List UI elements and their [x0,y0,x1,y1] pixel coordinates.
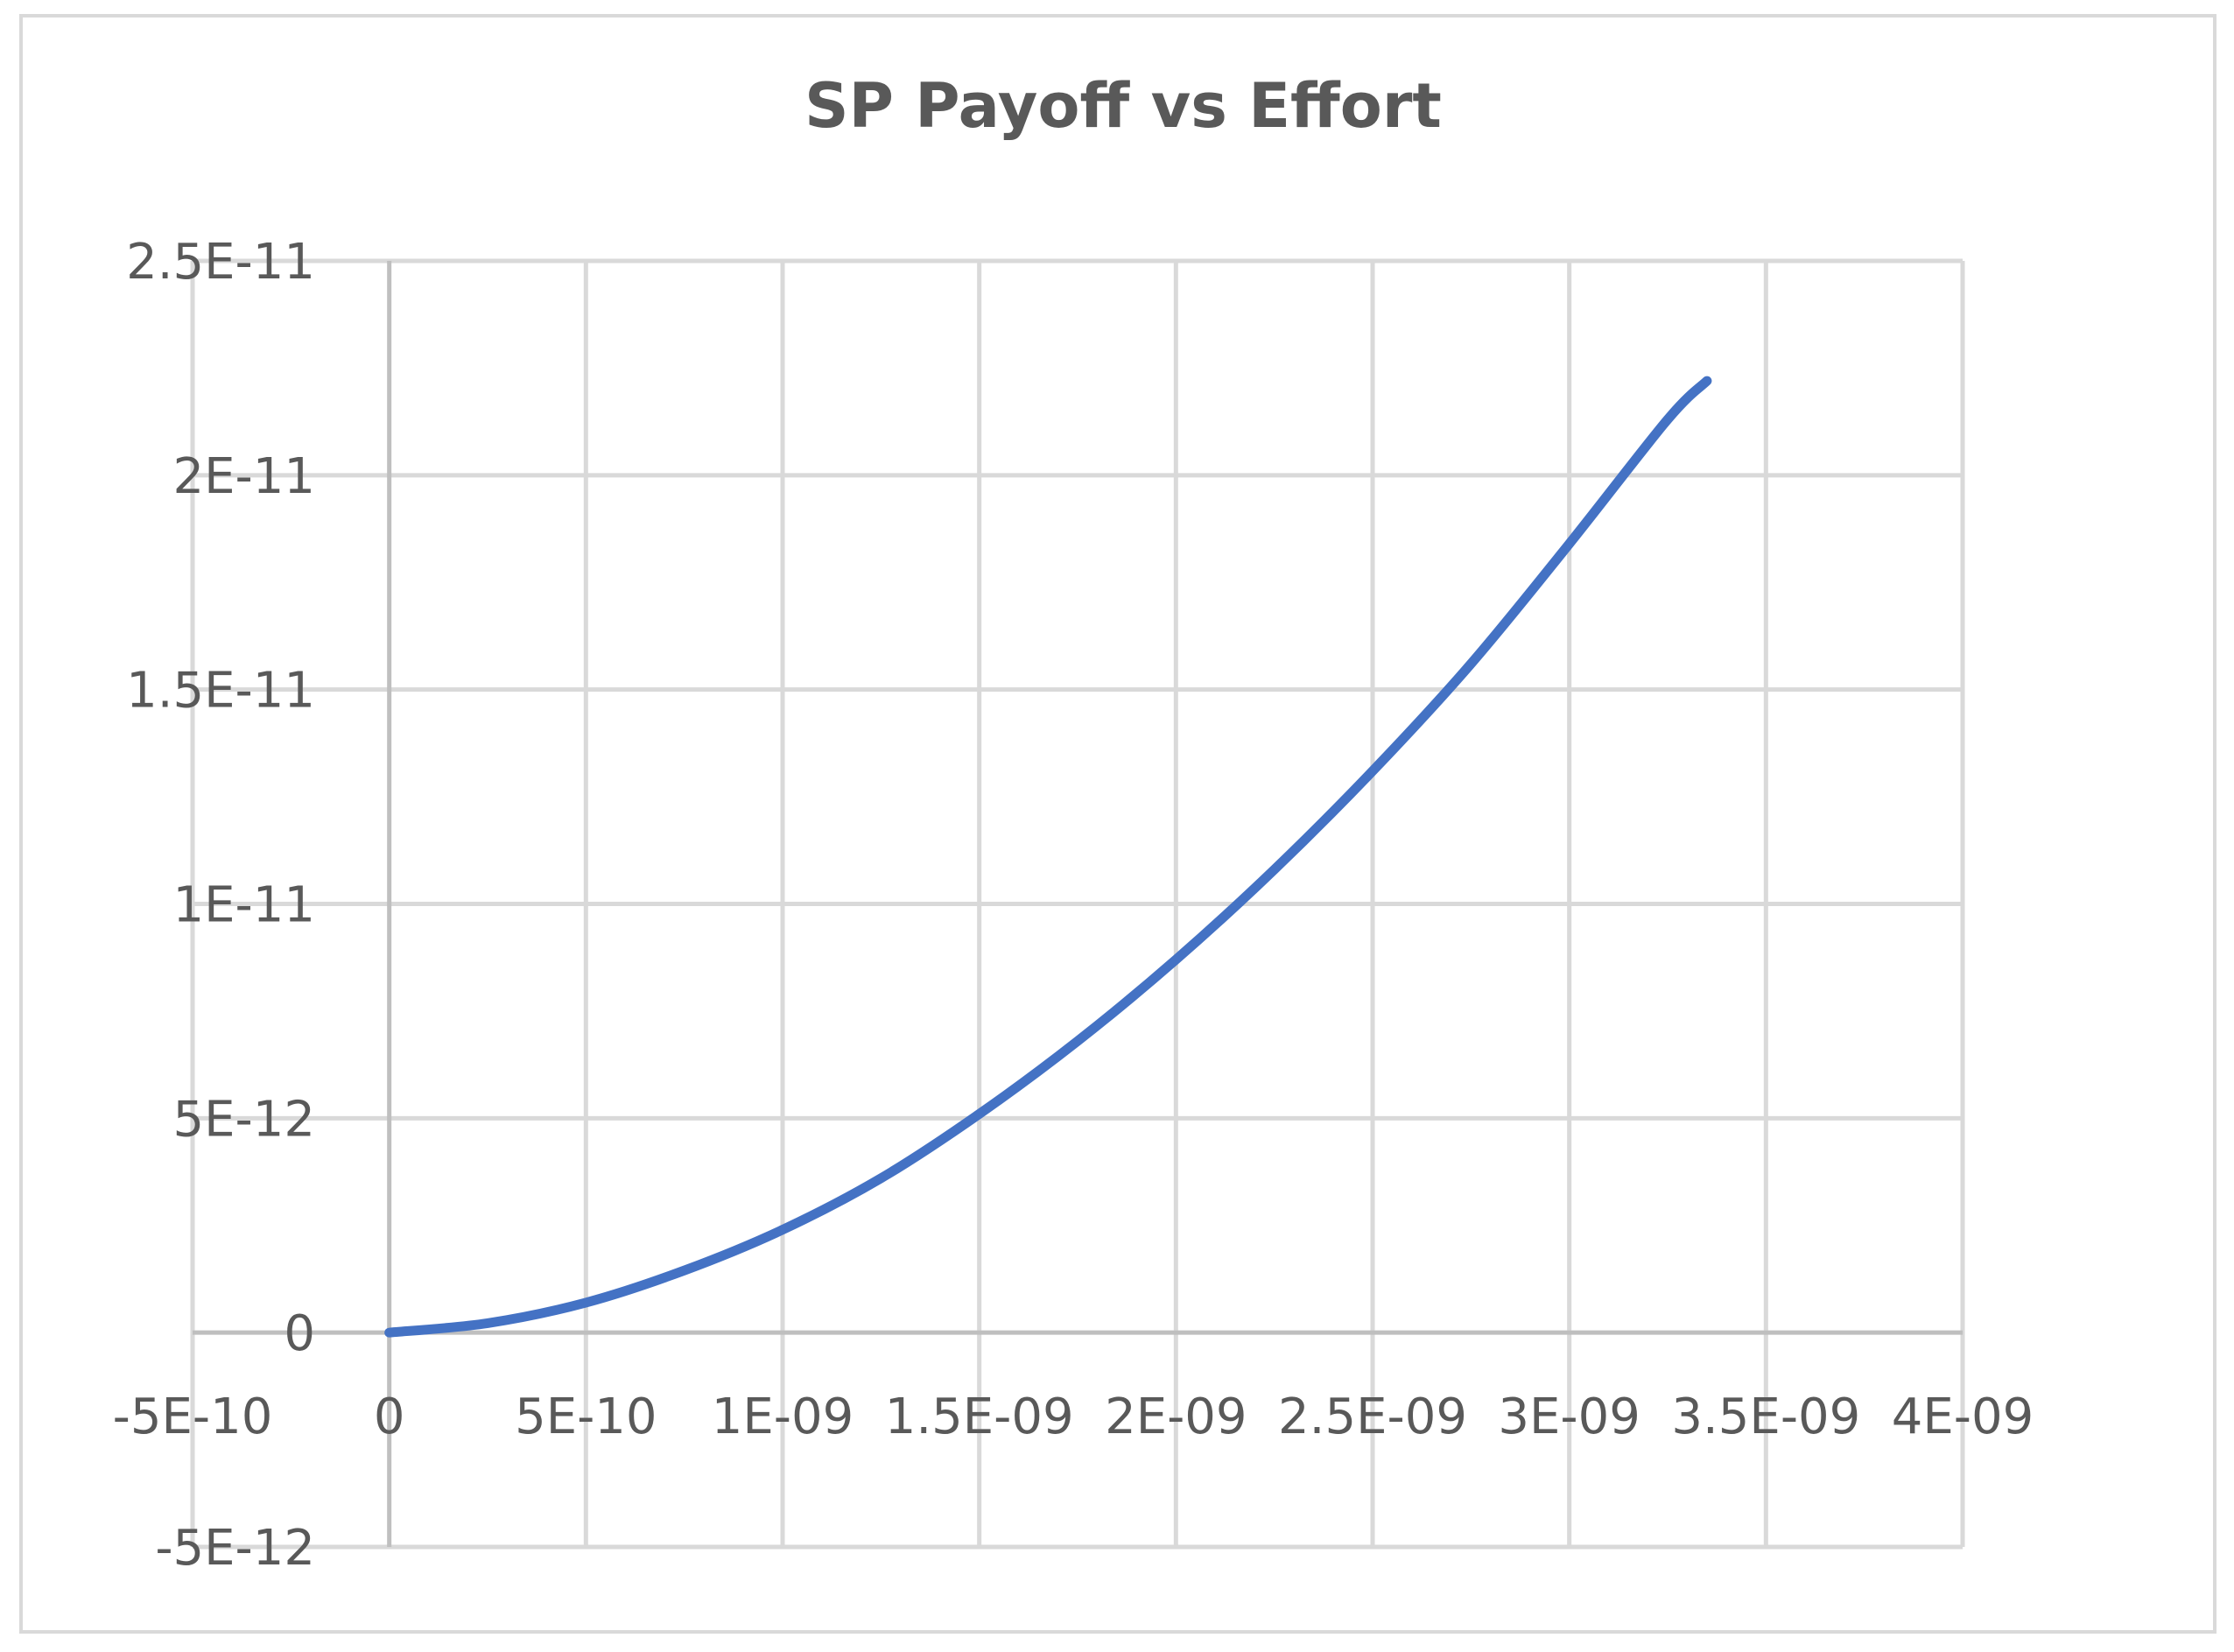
chart-area: SP Payoff vs Effort -5E-10 0 5E-10 1E-09 1.5… [19,14,2216,1634]
series-line [384,376,1712,1338]
series-layer [384,376,1712,1338]
x-tick-labels: -5E-10 0 5E-10 1E-09 1.5E-09 2E-09 2.5E-09 3E-0… [113,1388,2034,1445]
y-tick-label: 0 [284,1305,315,1362]
x-tick-label: 4E-09 [1892,1388,2034,1445]
chart-svg: SP Payoff vs Effort -5E-10 0 5E-10 1E-09 1.5… [113,70,2034,1577]
y-tick-labels: -5E-12 0 5E-12 1E-11 1.5E-11 2E-11 2.5E-11 [126,234,315,1577]
x-tick-label: 1.5E-09 [885,1388,1074,1445]
x-tick-label: 3E-09 [1498,1388,1640,1445]
y-tick-label: 1E-11 [173,877,315,934]
x-tick-label: 0 [374,1388,405,1445]
x-tick-label: -5E-10 [113,1388,273,1445]
y-tick-label: -5E-12 [155,1520,315,1577]
y-tick-label: 2.5E-11 [126,234,315,291]
x-tick-label: 2E-09 [1105,1388,1247,1445]
x-tick-label: 5E-10 [515,1388,657,1445]
x-tick-label: 1E-09 [712,1388,854,1445]
y-tick-label: 2E-11 [173,448,315,505]
chart-title: SP Payoff vs Effort [804,70,1442,142]
x-tick-label: 2.5E-09 [1278,1388,1467,1445]
y-tick-label: 1.5E-11 [126,663,315,720]
x-tick-label: 3.5E-09 [1671,1388,1860,1445]
y-tick-label: 5E-12 [173,1091,315,1148]
gridlines [190,258,1965,1550]
